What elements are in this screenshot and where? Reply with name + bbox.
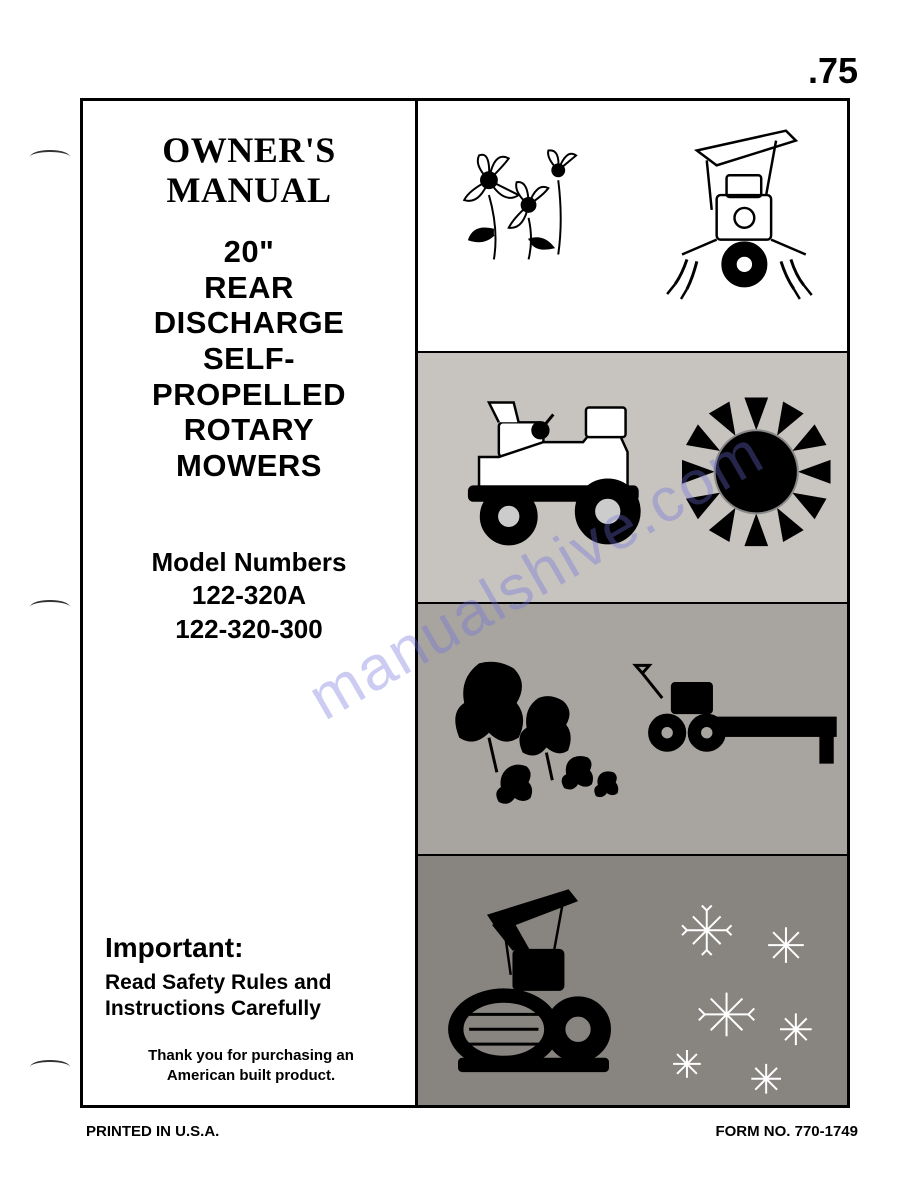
text-line: Thank you for purchasing an [105,1046,397,1066]
main-frame: OWNER'S MANUAL 20" REAR DISCHARGE SELF- … [80,98,850,1108]
panel-spring [418,101,847,353]
panel-fall [418,604,847,856]
thanks-message: Thank you for purchasing an American bui… [105,1046,397,1085]
sun-icon [682,397,831,546]
title-line: PROPELLED [101,377,397,413]
important-text: Read Safety Rules and Instructions Caref… [105,970,397,1023]
binding-mark [30,600,70,614]
text-line: American built product. [105,1066,397,1086]
panel-summer [418,353,847,605]
fall-illustration [418,604,847,854]
product-title: 20" REAR DISCHARGE SELF- PROPELLED ROTAR… [101,234,397,483]
model-numbers: Model Numbers 122-320A 122-320-300 [101,546,397,647]
footer: PRINTED IN U.S.A. FORM NO. 770-1749 [86,1123,858,1140]
left-column: OWNER'S MANUAL 20" REAR DISCHARGE SELF- … [83,101,418,1105]
binding-mark [30,150,70,164]
model-number: 122-320-300 [101,613,397,647]
flowers-icon [464,150,576,259]
footer-left: PRINTED IN U.S.A. [86,1123,219,1140]
model-heading: Model Numbers [101,546,397,580]
summer-illustration [418,353,847,603]
binding-mark [30,1060,70,1074]
price-label: .75 [808,50,858,92]
snow-thrower-icon [449,890,609,1070]
title-line: 20" [101,234,397,270]
footer-right: FORM NO. 770-1749 [715,1123,858,1140]
tiller-icon [667,131,812,299]
text-line: Read Safety Rules and [105,970,397,996]
leaves-icon [455,662,618,804]
important-label: Important: [105,932,397,964]
important-block: Important: Read Safety Rules and Instruc… [101,932,397,1086]
title-line: MOWERS [101,448,397,484]
page: .75 OWNER'S MANUAL 20" REAR DISCHARGE SE… [0,0,918,1188]
riding-mower-icon [469,402,639,544]
title-line: ROTARY [101,412,397,448]
title-line: REAR [101,270,397,306]
title-line: SELF- [101,341,397,377]
panel-winter [418,856,847,1106]
title-line: MANUAL [101,171,397,211]
log-splitter-icon [635,665,835,762]
owners-manual-title: OWNER'S MANUAL [101,131,397,210]
right-column [418,101,847,1105]
winter-illustration [418,856,847,1106]
title-line: OWNER'S [101,131,397,171]
snowflakes-icon [673,905,812,1093]
title-line: DISCHARGE [101,305,397,341]
model-number: 122-320A [101,579,397,613]
text-line: Instructions Carefully [105,996,397,1022]
spring-illustration [418,101,847,351]
